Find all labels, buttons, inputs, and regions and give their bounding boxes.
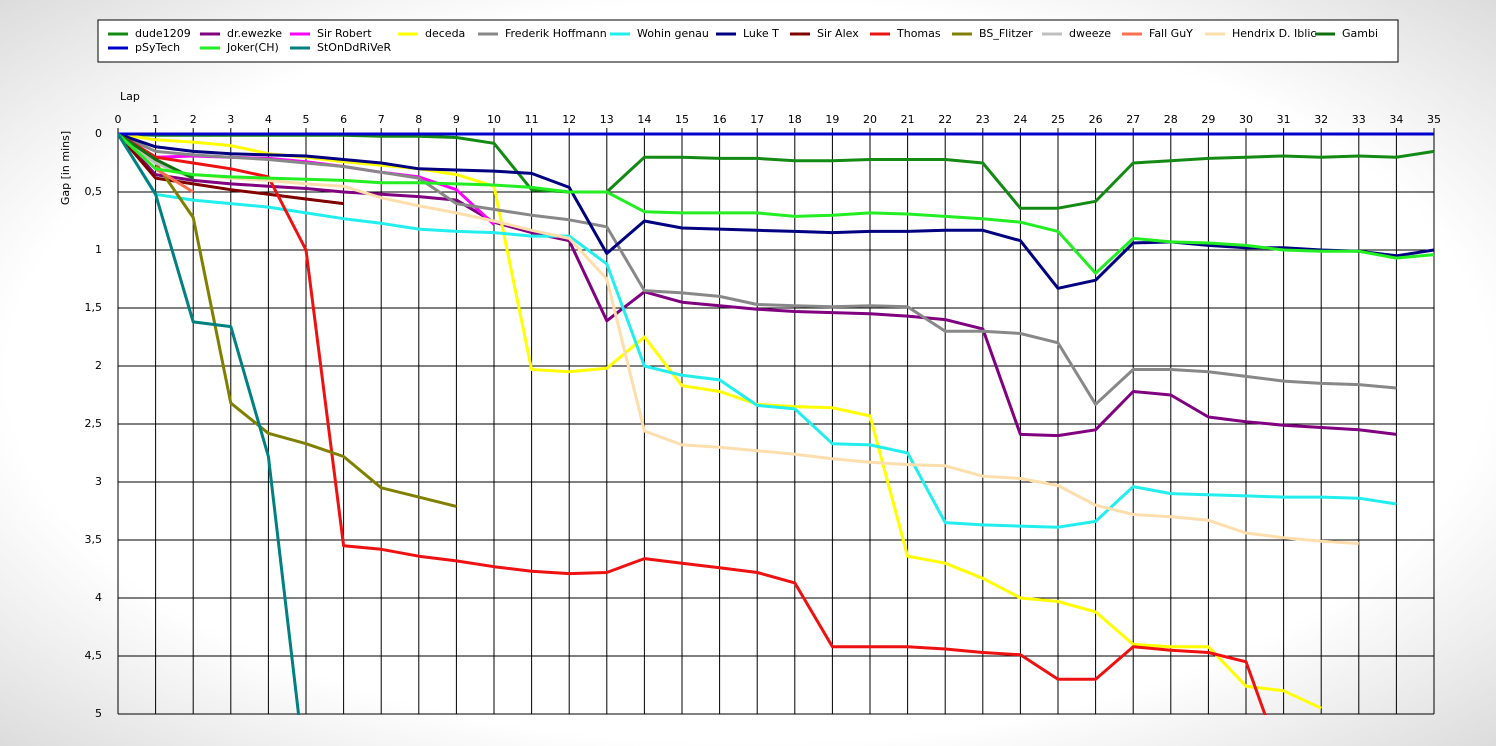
series-line	[118, 132, 1359, 545]
x-tick-label: 28	[1164, 113, 1178, 126]
series-line	[118, 132, 457, 508]
x-tick-label: 14	[637, 113, 651, 126]
x-tick-label: 5	[303, 113, 310, 126]
series-line	[118, 132, 1322, 710]
x-tick-label: 10	[487, 113, 501, 126]
x-tick-label: 18	[788, 113, 802, 126]
y-tick-label: 3	[95, 475, 102, 488]
y-axis-title: Gap [in mins]	[59, 131, 72, 205]
x-tick-label: 34	[1389, 113, 1403, 126]
legend-label: dude1209	[135, 27, 191, 40]
legend-label: Sir Robert	[317, 27, 372, 40]
legend-label: Wohin genau	[637, 27, 709, 40]
legend-label: deceda	[425, 27, 465, 40]
y-tick-label: 1	[95, 243, 102, 256]
x-tick-label: 21	[901, 113, 915, 126]
x-tick-label: 33	[1352, 113, 1366, 126]
y-tick-label: 4,5	[85, 649, 103, 662]
series-line	[118, 133, 1397, 529]
x-tick-label: 11	[525, 113, 539, 126]
series-line	[118, 132, 1397, 406]
x-tick-label: 0	[115, 113, 122, 126]
x-tick-label: 26	[1089, 113, 1103, 126]
x-tick-label: 17	[750, 113, 764, 126]
legend-label: dweeze	[1069, 27, 1111, 40]
x-tick-label: 7	[378, 113, 385, 126]
x-tick-label: 35	[1427, 113, 1441, 126]
x-tick-label: 3	[227, 113, 234, 126]
x-tick-label: 30	[1239, 113, 1253, 126]
x-tick-label: 29	[1201, 113, 1215, 126]
series-line	[118, 132, 1397, 438]
legend-box	[97, 19, 1399, 63]
x-tick-label: 19	[825, 113, 839, 126]
legend-label: Luke T	[743, 27, 779, 40]
x-axis-title: Lap	[120, 90, 140, 103]
x-tick-label: 12	[562, 113, 576, 126]
y-tick-label: 2	[95, 359, 102, 372]
y-tick-label: 0	[95, 127, 102, 140]
legend-label: Gambi	[1342, 27, 1378, 40]
legend-label: Frederik Hoffmann	[505, 27, 607, 40]
legend-label: Joker(CH)	[226, 41, 279, 54]
x-tick-label: 2	[190, 113, 197, 126]
legend-label: Fall GuY	[1149, 27, 1193, 40]
x-tick-label: 16	[713, 113, 727, 126]
legend-label: Sir Alex	[817, 27, 859, 40]
series-line	[118, 132, 1267, 715]
legend-label: BS_Flitzer	[979, 27, 1033, 40]
x-tick-label: 4	[265, 113, 272, 126]
x-tick-label: 8	[415, 113, 422, 126]
x-tick-label: 23	[976, 113, 990, 126]
series-line	[118, 132, 1435, 275]
y-tick-label: 4	[95, 591, 102, 604]
x-tick-label: 27	[1126, 113, 1140, 126]
series-line	[118, 132, 1435, 290]
series-line	[118, 132, 1435, 210]
series-line	[118, 133, 301, 715]
x-tick-label: 24	[1013, 113, 1027, 126]
y-tick-label: 5	[95, 707, 102, 720]
legend-label: dr.ewezke	[227, 27, 282, 40]
y-tick-label: 1,5	[85, 301, 103, 314]
x-tick-label: 31	[1277, 113, 1291, 126]
legend-label: StOnDdRiVeR	[317, 41, 392, 54]
legend-label: Hendrix D. Iblic	[1232, 27, 1316, 40]
series-line	[118, 133, 344, 206]
x-tick-label: 9	[453, 113, 460, 126]
legend-label: pSyTech	[135, 41, 180, 54]
x-tick-label: 15	[675, 113, 689, 126]
x-tick-label: 22	[938, 113, 952, 126]
x-tick-label: 6	[340, 113, 347, 126]
x-tick-label: 20	[863, 113, 877, 126]
x-tick-label: 25	[1051, 113, 1065, 126]
x-tick-label: 13	[600, 113, 614, 126]
legend-label: Thomas	[896, 27, 941, 40]
y-tick-label: 2,5	[85, 417, 103, 430]
x-tick-label: 1	[152, 113, 159, 126]
y-tick-label: 0,5	[85, 185, 103, 198]
x-tick-label: 32	[1314, 113, 1328, 126]
y-tick-label: 3,5	[85, 533, 103, 546]
